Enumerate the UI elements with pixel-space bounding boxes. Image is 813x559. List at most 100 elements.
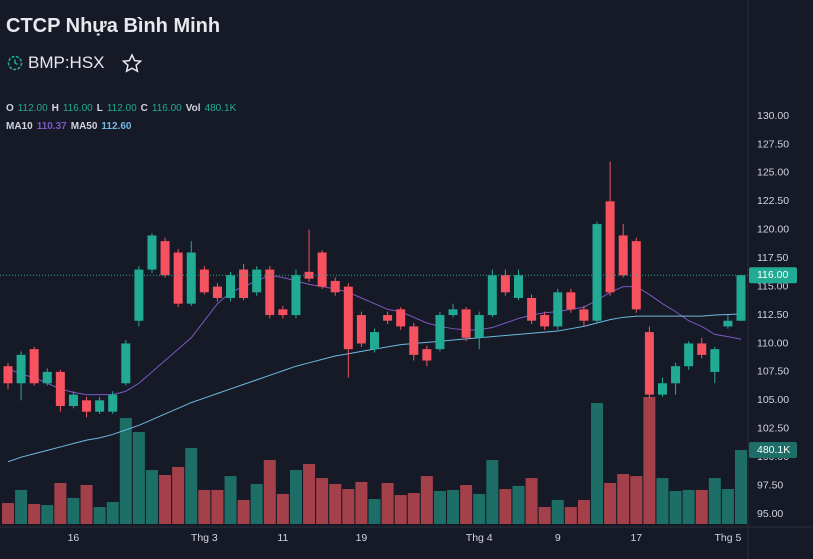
legend-value: 480.1K (204, 103, 237, 114)
volume-bar (132, 431, 145, 524)
volume-bar (106, 501, 119, 524)
volume-bar (303, 464, 316, 524)
y-tick-label: 97.50 (757, 479, 783, 491)
ma-line (7, 274, 742, 396)
x-tick-label: Thg 5 (714, 532, 741, 544)
candle-body (657, 383, 667, 395)
volume-tag (749, 442, 797, 459)
candle-body (3, 366, 13, 384)
legend-key: C (140, 103, 148, 114)
volume-bar (41, 505, 54, 524)
candle-body (278, 309, 288, 316)
volume-bar (93, 507, 106, 524)
volume-bar (381, 483, 394, 524)
volume-bar (368, 499, 381, 524)
y-tick-label: 125.00 (757, 167, 789, 179)
candle-body (605, 201, 615, 293)
candle-body (500, 275, 510, 293)
price-tag-label: 116.00 (757, 269, 788, 281)
volume-bar (145, 470, 158, 524)
volume-bar (538, 507, 551, 524)
candle-body (618, 235, 628, 276)
candle-body (199, 269, 209, 293)
candle-body (173, 252, 183, 304)
y-tick-label: 107.50 (757, 366, 789, 378)
star-button[interactable] (121, 53, 143, 73)
x-tick-label: 11 (277, 532, 288, 544)
candle-body (265, 269, 275, 316)
volume-bar (525, 478, 538, 524)
candle-body (474, 315, 484, 338)
price-tag (749, 267, 797, 284)
y-tick-label: 120.00 (757, 224, 789, 236)
candle-body (435, 315, 445, 350)
volume-bar (735, 450, 747, 524)
candle-body (540, 315, 550, 327)
candle-body (252, 269, 262, 293)
volume-bar (263, 460, 276, 524)
volume-bar (159, 474, 172, 524)
volume-bar (54, 483, 67, 524)
legend-key: L (96, 103, 103, 114)
candle-body (55, 371, 65, 407)
volume-bar (577, 499, 590, 524)
candle-body (644, 332, 654, 395)
candle-body (343, 286, 353, 350)
candle-body (448, 309, 458, 316)
volume-bar (2, 503, 14, 524)
volume-bar (250, 483, 263, 524)
y-tick-label: 115.00 (757, 280, 788, 292)
volume-bar (67, 497, 80, 524)
title: CTCP Nhựa Bình Minh (6, 15, 221, 37)
volume-bar (447, 489, 460, 524)
candle-body (579, 309, 589, 321)
candle-body (330, 280, 340, 293)
y-tick-label: 95.00 (757, 508, 783, 520)
y-tick-label: 117.50 (757, 252, 788, 264)
candle-body (461, 309, 471, 338)
volume-bar (355, 481, 368, 524)
volume-bar (486, 460, 499, 524)
ma-legend: MA10 110.37 MA50 112.60 (6, 121, 131, 132)
volume-bar (617, 474, 630, 524)
volume-bar (28, 503, 41, 524)
volume-bar (708, 478, 721, 524)
volume-bar (211, 489, 224, 524)
volume-bar (198, 489, 211, 524)
volume-bar (342, 489, 355, 524)
candle-body (527, 297, 537, 321)
candle-body (95, 400, 105, 412)
volume-bar (643, 397, 656, 524)
candle-body (592, 224, 602, 321)
volume-bar (329, 483, 342, 524)
volume-bar (276, 493, 289, 524)
volume-bar (682, 489, 695, 524)
candle-body (409, 326, 419, 355)
volume-bar (119, 417, 132, 524)
volume-bar (721, 489, 734, 524)
candle-body (68, 394, 78, 407)
candle-body (487, 275, 497, 316)
y-tick-label: 130.00 (757, 110, 789, 122)
volume-bar (15, 489, 28, 524)
y-tick-label: 122.50 (757, 195, 789, 207)
volume-tag-label: 480.1K (757, 444, 790, 456)
candle-body (226, 275, 236, 298)
volume-bar (407, 493, 420, 524)
volume-bar (237, 499, 250, 524)
y-tick-label: 102.50 (757, 423, 789, 435)
candle-body (710, 349, 720, 372)
candle-body (82, 400, 92, 412)
x-tick-label: Thg 4 (466, 532, 493, 544)
volume-bar (695, 489, 708, 524)
candle-body (160, 241, 170, 276)
candle-body (684, 343, 694, 367)
candle-body (370, 332, 379, 350)
legend-key: O (6, 103, 14, 114)
volume-bar (80, 485, 93, 524)
volume-bar (433, 491, 446, 524)
candle-body (29, 349, 39, 384)
x-tick-label: Thg 3 (191, 532, 218, 544)
